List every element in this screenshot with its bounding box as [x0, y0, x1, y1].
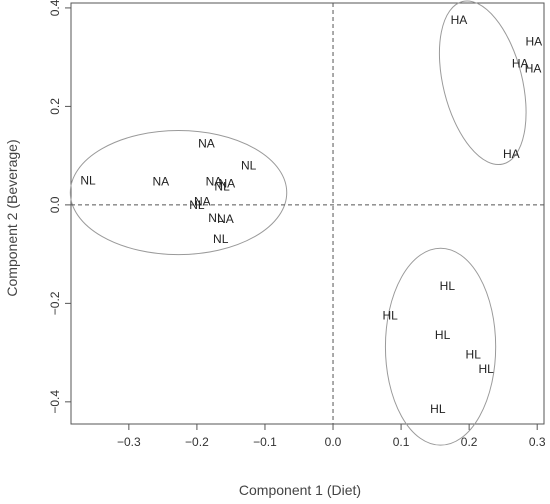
data-point-hl: HL [466, 348, 482, 362]
group-ellipse-n [69, 130, 288, 256]
data-point-na: NA [219, 177, 236, 191]
data-point-na: NA [217, 212, 234, 226]
x-axis-title: Component 1 (Diet) [239, 482, 361, 498]
group-ellipses [69, 0, 527, 446]
reference-lines [71, 3, 544, 424]
x-tick-label: 0.3 [529, 435, 546, 449]
data-point-ha: HA [525, 61, 542, 75]
data-point-na: NA [198, 136, 215, 150]
data-point-nl: NL [241, 158, 257, 172]
data-point-hl: HL [478, 362, 494, 376]
data-point-nl: NL [208, 211, 224, 225]
plot-area [70, 2, 545, 425]
y-tick-label: 0.4 [48, 0, 62, 16]
data-point-nl: NL [80, 173, 96, 187]
x-tick-label: −0.1 [253, 435, 277, 449]
y-tick-label: 0.0 [48, 196, 62, 213]
x-tick-label: 0.0 [325, 435, 342, 449]
data-point-ha: HA [512, 57, 529, 71]
x-tick-label: −0.2 [185, 435, 209, 449]
data-point-nl: NL [214, 180, 230, 194]
data-point-ha: HA [525, 34, 542, 48]
data-point-hl: HL [383, 309, 399, 323]
y-tick-label: 0.2 [48, 98, 62, 115]
data-point-ha: HA [503, 147, 520, 161]
x-tick-label: 0.2 [461, 435, 478, 449]
y-tick-label: −0.4 [48, 390, 62, 414]
y-tick-label: −0.2 [48, 291, 62, 315]
data-point-na: NA [153, 175, 170, 189]
data-point-na: NA [206, 175, 223, 189]
plot-frame [70, 2, 545, 425]
data-point-nl: NL [213, 232, 229, 246]
x-axis-ticks: −0.3 −0.2 −0.1 0.0 0.1 0.2 0.3 [117, 424, 546, 449]
data-point-nl: NL [189, 198, 205, 212]
group-ellipse-hl [384, 247, 497, 446]
data-point-hl: HL [430, 402, 446, 416]
data-point-hl: HL [440, 279, 456, 293]
group-ellipse-ha [438, 0, 527, 166]
x-tick-label: 0.1 [393, 435, 410, 449]
y-axis-title: Component 2 (Beverage) [4, 139, 20, 296]
data-point-ha: HA [451, 13, 468, 27]
y-axis-ticks: −0.4 −0.2 0.0 0.2 0.4 [48, 0, 71, 414]
data-point-na: NA [194, 194, 211, 208]
data-point-hl: HL [435, 328, 451, 342]
x-tick-label: −0.3 [117, 435, 141, 449]
